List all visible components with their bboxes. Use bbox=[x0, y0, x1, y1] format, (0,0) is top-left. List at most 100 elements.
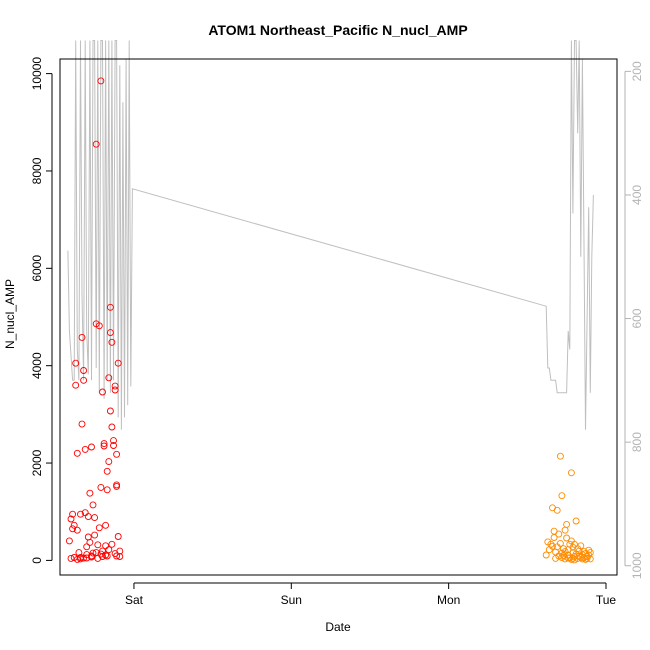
data-point-series-1-54 bbox=[110, 437, 117, 445]
data-point-series-1-60 bbox=[114, 533, 122, 540]
data-point-series-1-59 bbox=[114, 359, 122, 367]
data-point-series-1-76 bbox=[67, 554, 75, 562]
data-point-series-1-42 bbox=[100, 442, 108, 450]
y-tick-label-4000: 4000 bbox=[30, 352, 44, 379]
data-point-series-2-54 bbox=[569, 554, 577, 562]
data-point-series-1-66 bbox=[105, 546, 113, 554]
data-point-series-1-8 bbox=[73, 449, 81, 457]
chart-title: ATOM1 Northeast_Pacific N_nucl_AMP bbox=[208, 22, 467, 38]
data-point-series-2-52 bbox=[586, 549, 594, 557]
right-tick-label-1000: 1000 bbox=[630, 552, 644, 579]
right-tick-label-400: 400 bbox=[630, 185, 644, 205]
data-point-series-1-79 bbox=[103, 486, 111, 494]
plot-area: Sat Sun Mon Tue 0 2000 4000 6000 8000 10000 200 400… bbox=[30, 40, 644, 607]
data-point-series-1-50 bbox=[106, 329, 114, 337]
data-point-series-1-23 bbox=[86, 489, 94, 497]
data-point-series-1-38 bbox=[97, 483, 105, 491]
data-point-series-2-12 bbox=[555, 530, 563, 538]
data-point-series-1-36 bbox=[95, 524, 103, 532]
x-tick-label-sun: Sun bbox=[281, 593, 302, 607]
data-point-series-1-64 bbox=[113, 552, 121, 560]
right-tick-label-800: 800 bbox=[630, 432, 644, 452]
y-tick-label-10000: 10000 bbox=[30, 57, 44, 91]
data-point-series-1-7 bbox=[72, 359, 80, 367]
data-point-series-1-58 bbox=[113, 481, 121, 489]
right-tick-label-600: 600 bbox=[630, 308, 644, 328]
data-point-series-2-32 bbox=[571, 540, 578, 548]
data-point-series-1-48 bbox=[105, 458, 113, 466]
data-point-series-1-77 bbox=[106, 407, 114, 415]
data-point-series-1-80 bbox=[99, 388, 106, 396]
data-point-series-1-41 bbox=[100, 440, 108, 448]
data-point-series-1-27 bbox=[89, 501, 97, 509]
data-point-series-2-10 bbox=[553, 506, 561, 514]
data-point-series-1-47 bbox=[105, 374, 113, 382]
data-point-series-1-55 bbox=[111, 382, 119, 390]
data-point-series-2-1 bbox=[542, 551, 550, 559]
data-point-series-2-28 bbox=[567, 469, 575, 477]
data-point-series-1-4 bbox=[69, 525, 77, 533]
data-point-series-1-6 bbox=[72, 381, 80, 389]
data-point-series-2-5 bbox=[549, 542, 556, 550]
data-point-series-1-53 bbox=[110, 442, 117, 449]
data-point-series-1-19 bbox=[83, 543, 91, 551]
data-point-series-2-33 bbox=[572, 517, 580, 525]
plot-frame bbox=[59, 58, 618, 576]
depth-profile-line bbox=[67, 40, 594, 430]
data-point-series-2-14 bbox=[556, 539, 564, 547]
data-point-series-1-2 bbox=[67, 515, 75, 523]
data-point-series-1-24 bbox=[86, 538, 94, 546]
data-point-series-1-69 bbox=[92, 549, 100, 557]
data-point-series-1-10 bbox=[75, 549, 83, 557]
data-point-series-1-16 bbox=[80, 367, 88, 374]
data-point-series-1-29 bbox=[91, 531, 99, 539]
data-point-series-1-49 bbox=[106, 303, 114, 311]
y-tick-label-8000: 8000 bbox=[30, 157, 44, 184]
right-tick-label-200: 200 bbox=[630, 61, 644, 81]
data-point-series-1-67 bbox=[102, 551, 110, 559]
data-point-series-1-5 bbox=[70, 521, 78, 529]
data-point-series-2-21 bbox=[563, 520, 571, 528]
data-point-series-1-75 bbox=[70, 554, 78, 561]
data-point-series-1-31 bbox=[92, 140, 100, 148]
data-point-series-1-56 bbox=[111, 386, 119, 394]
data-point-series-1-43 bbox=[102, 521, 110, 529]
data-point-series-1-14 bbox=[78, 333, 86, 341]
y-axis-label: N_nucl_AMP bbox=[3, 279, 17, 349]
data-point-series-1-52 bbox=[108, 423, 116, 431]
data-point-series-1-33 bbox=[94, 541, 102, 549]
data-point-series-1-25 bbox=[88, 443, 95, 451]
x-tick-label-mon: Mon bbox=[437, 593, 460, 607]
data-point-series-1-78 bbox=[113, 450, 121, 458]
data-point-series-1-1 bbox=[65, 537, 73, 545]
data-point-series-1-11 bbox=[77, 510, 84, 518]
x-tick-label-sat: Sat bbox=[125, 593, 144, 607]
data-point-series-1-37 bbox=[97, 77, 105, 85]
data-point-series-1-30 bbox=[91, 514, 99, 522]
x-axis-label: Date bbox=[325, 620, 351, 634]
data-point-series-2-48 bbox=[583, 554, 591, 562]
data-point-series-1-17 bbox=[81, 445, 89, 453]
data-point-series-1-15 bbox=[80, 376, 88, 384]
y-tick-label-6000: 6000 bbox=[30, 255, 44, 282]
data-point-series-2-13 bbox=[556, 452, 564, 460]
data-point-series-1-70 bbox=[88, 552, 95, 560]
y-tick-label-0: 0 bbox=[30, 557, 44, 564]
data-point-series-1-35 bbox=[95, 322, 103, 330]
data-point-series-1-68 bbox=[97, 550, 105, 558]
data-point-series-2-40 bbox=[577, 542, 585, 550]
data-point-series-2-60 bbox=[552, 554, 560, 562]
data-point-series-1-3 bbox=[69, 510, 77, 518]
data-point-series-1-13 bbox=[78, 420, 86, 428]
x-tick-label-tue: Tue bbox=[596, 593, 617, 607]
data-point-series-1-46 bbox=[103, 552, 111, 560]
data-point-series-2-57 bbox=[561, 555, 569, 563]
data-point-series-2-4 bbox=[547, 540, 555, 548]
data-point-series-1-51 bbox=[108, 338, 116, 346]
data-point-series-1-73 bbox=[77, 555, 84, 563]
y-tick-label-2000: 2000 bbox=[30, 449, 44, 476]
data-point-series-1-65 bbox=[108, 540, 116, 548]
data-point-series-1-45 bbox=[103, 467, 111, 475]
data-point-series-2-55 bbox=[571, 556, 578, 564]
